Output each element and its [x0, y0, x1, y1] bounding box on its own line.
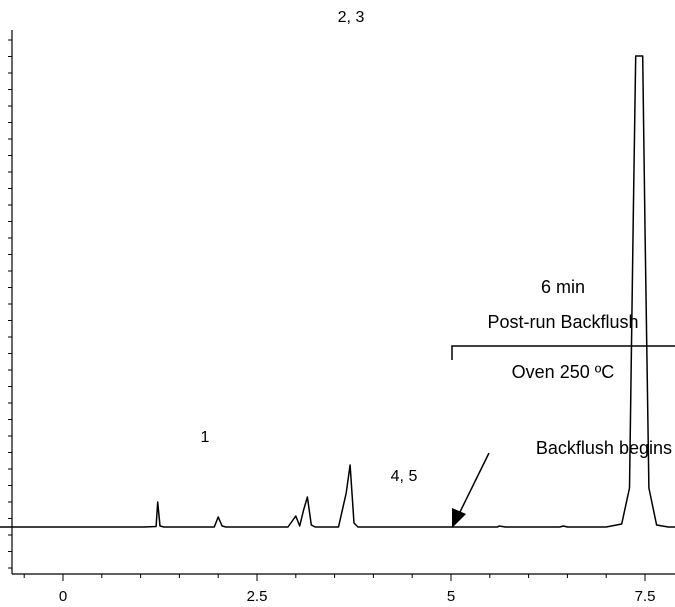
x-tick-label: 0 — [59, 588, 67, 605]
backflush-bracket — [451, 345, 675, 360]
peak-label-1: 1 — [201, 429, 210, 446]
x-tick-label: 7.5 — [635, 588, 656, 605]
x-axis-ticks: 02.557.51012.515 — [23, 574, 656, 605]
backflush-arrow-head — [452, 508, 466, 528]
x-tick-label: 2.5 — [247, 588, 268, 605]
peak-label-4-5: 4, 5 — [391, 468, 418, 485]
duration-label: 6 min — [541, 277, 585, 297]
backflush-arrow-shaft — [457, 452, 490, 517]
backflush-begins-label: Backflush begins — [536, 438, 672, 458]
x-tick-label: 5 — [447, 588, 455, 605]
oven-label: Oven 250 ºC — [512, 362, 615, 382]
axes: 02.557.51012.515 — [8, 30, 675, 605]
y-axis-ticks — [8, 39, 12, 569]
peak-label-2-3: 2, 3 — [338, 9, 365, 26]
phase-label: Post-run Backflush — [487, 312, 638, 332]
annotations: 1 2, 3 4, 5 6 min Post-run Backflush Ove… — [201, 9, 675, 528]
chromatogram-trace — [0, 55, 675, 528]
